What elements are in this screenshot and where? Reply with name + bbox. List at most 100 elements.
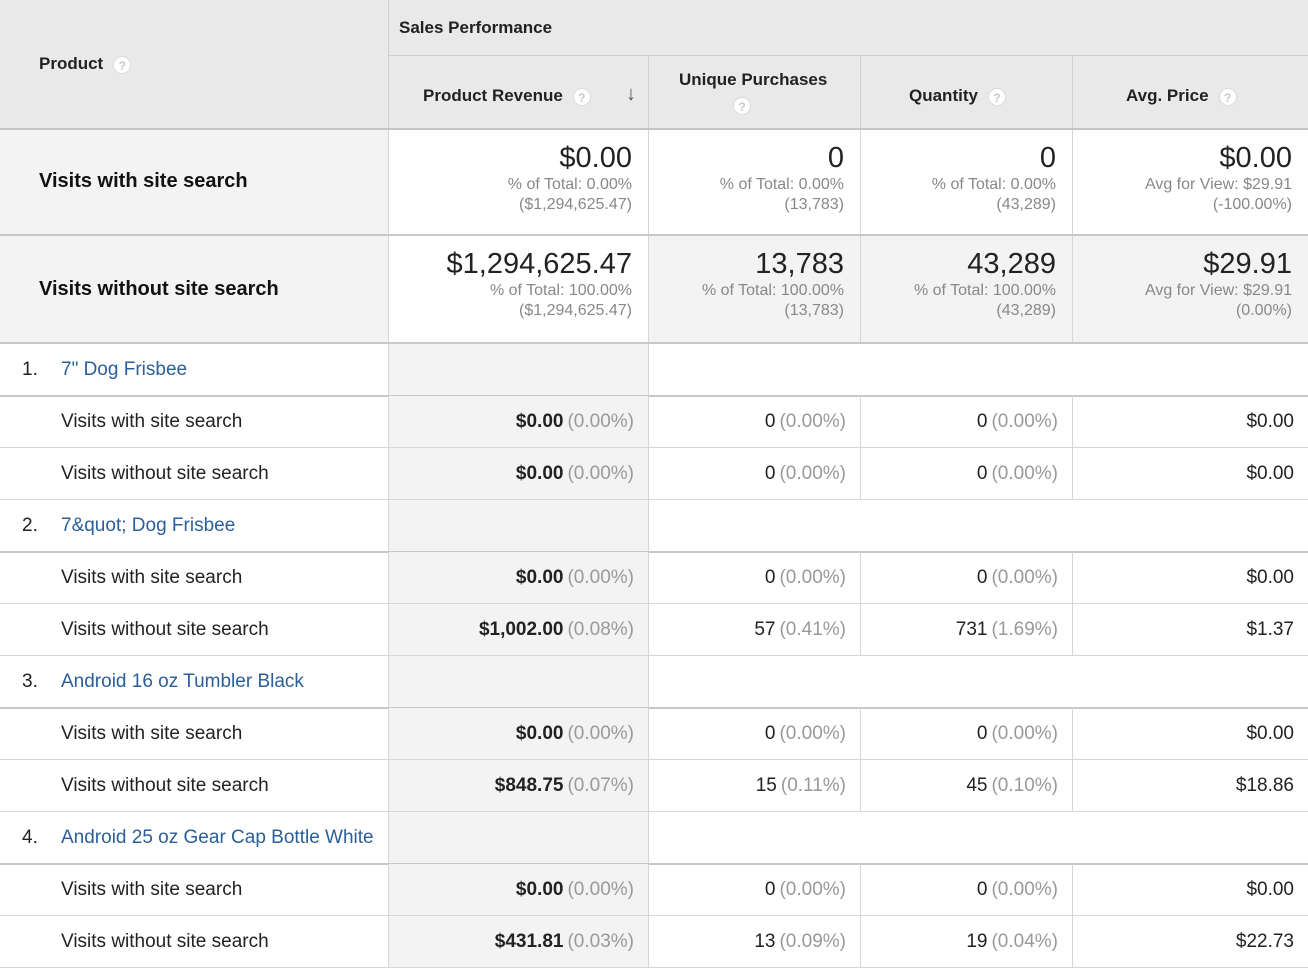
product-label-cell: 4. Android 25 oz Gear Cap Bottle White — [0, 812, 389, 864]
purchases-percent: (0.09%) — [779, 931, 846, 952]
revenue-cell: $0.00 (0.00%) — [389, 448, 649, 500]
product-link[interactable]: 7" Dog Frisbee — [61, 359, 188, 380]
summary-quantity-cell: 43,289 % of Total: 100.00% (43,289) — [861, 236, 1073, 342]
table-row: Visits with site search $0.00 (0.00%) 0 (0… — [0, 864, 1308, 916]
product-link[interactable]: Android 25 oz Gear Cap Bottle White — [61, 827, 374, 848]
help-icon[interactable]: ? — [113, 55, 132, 74]
help-icon[interactable]: ? — [1218, 87, 1237, 106]
purchases-cell: 0 (0.00%) — [649, 552, 861, 604]
row-divider — [0, 967, 1308, 968]
quantity-cell: 0 (0.00%) — [861, 708, 1073, 760]
segment-label-cell: Visits with site search — [0, 864, 389, 916]
summary-label-cell: Visits without site search — [0, 236, 389, 342]
avg-price-value: $18.86 — [1235, 775, 1294, 796]
product-rank: 3. — [22, 671, 38, 692]
quantity-value: 0 — [976, 723, 988, 744]
summary-label: Visits with site search — [39, 170, 248, 192]
row-divider — [0, 499, 1308, 500]
quantity-value: 0 — [976, 879, 988, 900]
quantity-percent: (0.10%) — [991, 775, 1058, 796]
purchases-value: 0 — [764, 879, 776, 900]
purchases-value: 57 — [754, 619, 776, 640]
segment-label: Visits without site search — [61, 463, 269, 484]
help-icon[interactable]: ? — [572, 87, 591, 106]
summary-total: (13,783) — [784, 196, 844, 213]
quantity-value: 0 — [976, 411, 988, 432]
purchases-cell: 0 (0.00%) — [649, 708, 861, 760]
header-product-revenue[interactable]: Product Revenue? ↓ — [389, 56, 649, 128]
summary-value: 0 — [1039, 142, 1056, 174]
row-divider — [0, 395, 1308, 397]
row-divider — [0, 603, 1308, 604]
summary-label-cell: Visits with site search — [0, 130, 389, 234]
header-unique-purchases[interactable]: Unique Purchases ? — [649, 56, 861, 128]
header-avg-price[interactable]: Avg. Price? — [1073, 56, 1308, 128]
quantity-percent: (0.00%) — [991, 723, 1058, 744]
summary-revenue-cell: $0.00 % of Total: 0.00% ($1,294,625.47) — [389, 130, 649, 234]
avg-price-value: $0.00 — [1246, 567, 1294, 588]
avg-price-cell: $0.00 — [1073, 708, 1308, 760]
header-product-column[interactable]: Product? — [0, 0, 389, 128]
row-divider — [0, 342, 1308, 344]
row-divider — [0, 759, 1308, 760]
summary-total: (43,289) — [996, 196, 1056, 213]
purchases-percent: (0.00%) — [779, 567, 846, 588]
revenue-cell: $848.75 (0.07%) — [389, 760, 649, 812]
revenue-percent: (0.00%) — [567, 411, 634, 432]
sort-descending-icon[interactable]: ↓ — [626, 83, 636, 105]
purchases-percent: (0.00%) — [779, 463, 846, 484]
product-row: 4. Android 25 oz Gear Cap Bottle White — [0, 812, 1308, 864]
avg-price-cell: $0.00 — [1073, 448, 1308, 500]
header-quantity[interactable]: Quantity? — [861, 56, 1073, 128]
summary-revenue-cell: $1,294,625.47 % of Total: 100.00% ($1,29… — [389, 236, 649, 342]
product-label-cell: 3. Android 16 oz Tumbler Black — [0, 656, 389, 708]
summary-purchases-cell: 13,783 % of Total: 100.00% (13,783) — [649, 236, 861, 342]
quantity-value: 45 — [966, 775, 988, 796]
table-row: Visits with site search $0.00 (0.00%) 0 (0… — [0, 708, 1308, 760]
purchases-value: 0 — [764, 723, 776, 744]
product-link[interactable]: Android 16 oz Tumbler Black — [61, 671, 304, 692]
table-row: Visits without site search $0.00 (0.00%) … — [0, 448, 1308, 500]
purchases-value: 0 — [764, 463, 776, 484]
revenue-value: $0.00 — [515, 723, 564, 744]
summary-value: 43,289 — [967, 248, 1056, 280]
header-unique-purchases-label: Unique Purchases — [679, 70, 828, 89]
product-row: 2. 7&quot; Dog Frisbee — [0, 500, 1308, 552]
revenue-value: $431.81 — [494, 931, 564, 952]
purchases-percent: (0.41%) — [779, 619, 846, 640]
segment-label: Visits with site search — [61, 411, 243, 432]
header-sales-performance-group: Sales Performance — [389, 0, 1308, 56]
product-revenue-spacer — [389, 812, 649, 864]
row-divider — [0, 811, 1308, 812]
segment-label-cell: Visits with site search — [0, 708, 389, 760]
quantity-percent: (0.00%) — [991, 879, 1058, 900]
summary-percent: % of Total: 0.00% — [719, 176, 844, 193]
help-icon[interactable]: ? — [987, 87, 1006, 106]
product-rank: 4. — [22, 827, 38, 848]
quantity-cell: 19 (0.04%) — [861, 916, 1073, 968]
revenue-cell: $0.00 (0.00%) — [389, 864, 649, 916]
segment-label: Visits without site search — [61, 931, 269, 952]
row-divider — [0, 863, 1308, 865]
purchases-cell: 0 (0.00%) — [649, 396, 861, 448]
summary-row-without-search: Visits without site search $1,294,625.47… — [0, 236, 1308, 342]
table-row: Visits with site search $0.00 (0.00%) 0 (0… — [0, 396, 1308, 448]
header-product-revenue-label: Product Revenue — [423, 86, 563, 105]
purchases-value: 0 — [764, 567, 776, 588]
quantity-cell: 0 (0.00%) — [861, 864, 1073, 916]
avg-price-value: $0.00 — [1246, 463, 1294, 484]
row-divider — [0, 655, 1308, 656]
purchases-value: 0 — [764, 411, 776, 432]
product-rank: 1. — [22, 359, 38, 380]
purchases-cell: 15 (0.11%) — [649, 760, 861, 812]
avg-price-value: $22.73 — [1235, 931, 1294, 952]
summary-value: $29.91 — [1203, 248, 1292, 280]
row-divider — [0, 551, 1308, 553]
quantity-percent: (0.00%) — [991, 411, 1058, 432]
help-icon[interactable]: ? — [733, 97, 751, 115]
quantity-value: 731 — [955, 619, 988, 640]
revenue-value: $848.75 — [494, 775, 564, 796]
summary-percent: % of Total: 100.00% — [701, 282, 844, 299]
product-link[interactable]: 7&quot; Dog Frisbee — [61, 515, 236, 536]
segment-label: Visits with site search — [61, 723, 243, 744]
